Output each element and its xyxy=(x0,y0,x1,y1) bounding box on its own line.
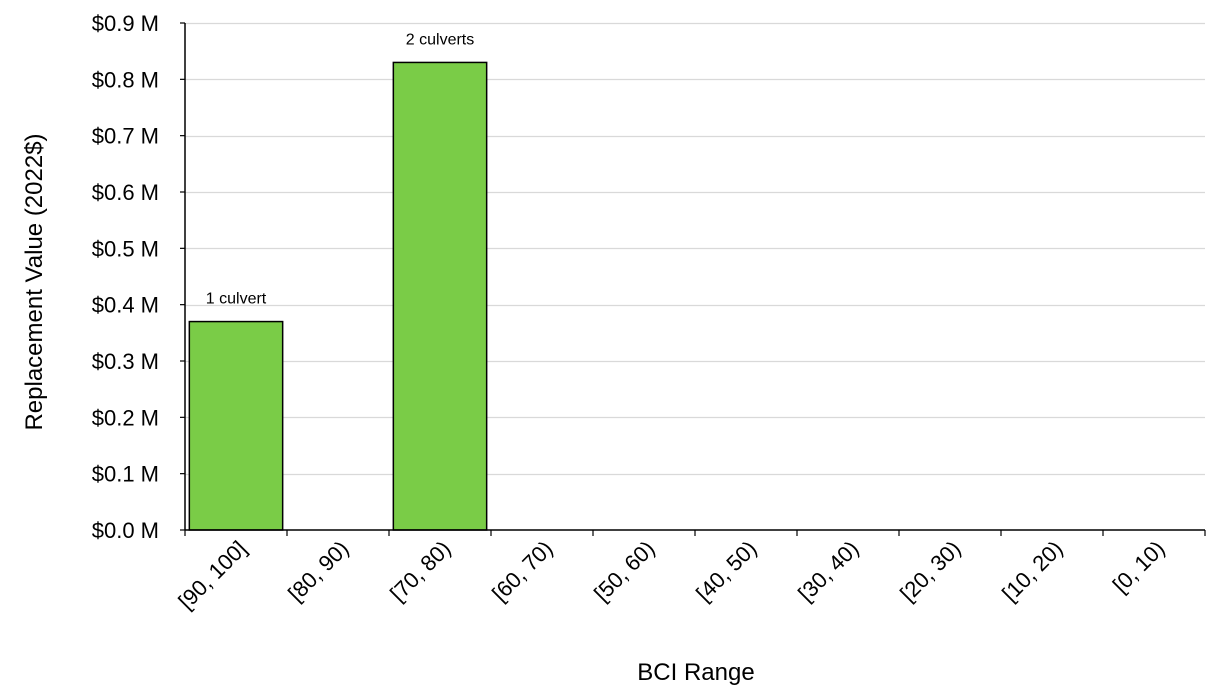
x-tick-label: [50, 60) xyxy=(589,536,659,606)
y-tick-label: $0.8 M xyxy=(92,67,159,92)
x-tick-label: [30, 40) xyxy=(793,536,863,606)
bar xyxy=(188,320,284,531)
axes xyxy=(180,22,1206,536)
x-axis-title: BCI Range xyxy=(637,659,754,686)
y-tick-label: $0.6 M xyxy=(92,180,159,205)
x-tick-labels: [90, 100] [80, 90) [70, 80) [60, 70) [50, 60… xyxy=(173,536,1169,614)
x-tick-label: [90, 100] xyxy=(173,536,251,614)
y-tick-label: $0.3 M xyxy=(92,349,159,374)
gridlines xyxy=(185,22,1205,476)
data-labels: 1 culvert 2 culverts xyxy=(206,31,474,307)
x-tick-label: [80, 90) xyxy=(283,536,353,606)
y-tick-label: $0.4 M xyxy=(92,293,159,318)
x-tick-label: [20, 30) xyxy=(895,536,965,606)
data-label: 2 culverts xyxy=(406,31,474,48)
bar xyxy=(392,61,488,531)
y-axis-title: Replacement Value (2022$) xyxy=(21,133,48,430)
y-tick-label: $0.5 M xyxy=(92,236,159,261)
y-tick-label: $0.0 M xyxy=(92,518,159,543)
x-tick-label: [60, 70) xyxy=(487,536,557,606)
y-tick-label: $0.1 M xyxy=(92,462,159,487)
bars xyxy=(188,61,488,531)
y-tick-label: $0.2 M xyxy=(92,405,159,430)
x-tick-label: [10, 20) xyxy=(997,536,1067,606)
x-tick-label: [70, 80) xyxy=(385,536,455,606)
y-tick-label: $0.7 M xyxy=(92,124,159,149)
data-label: 1 culvert xyxy=(206,291,267,308)
y-tick-label: $0.9 M xyxy=(92,11,159,36)
x-tick-label: [40, 50) xyxy=(691,536,761,606)
y-tick-labels: $0.0 M $0.1 M $0.2 M $0.3 M $0.4 M $0.5 M $0.6… xyxy=(92,11,159,543)
x-tick-label: [0, 10) xyxy=(1108,536,1170,598)
